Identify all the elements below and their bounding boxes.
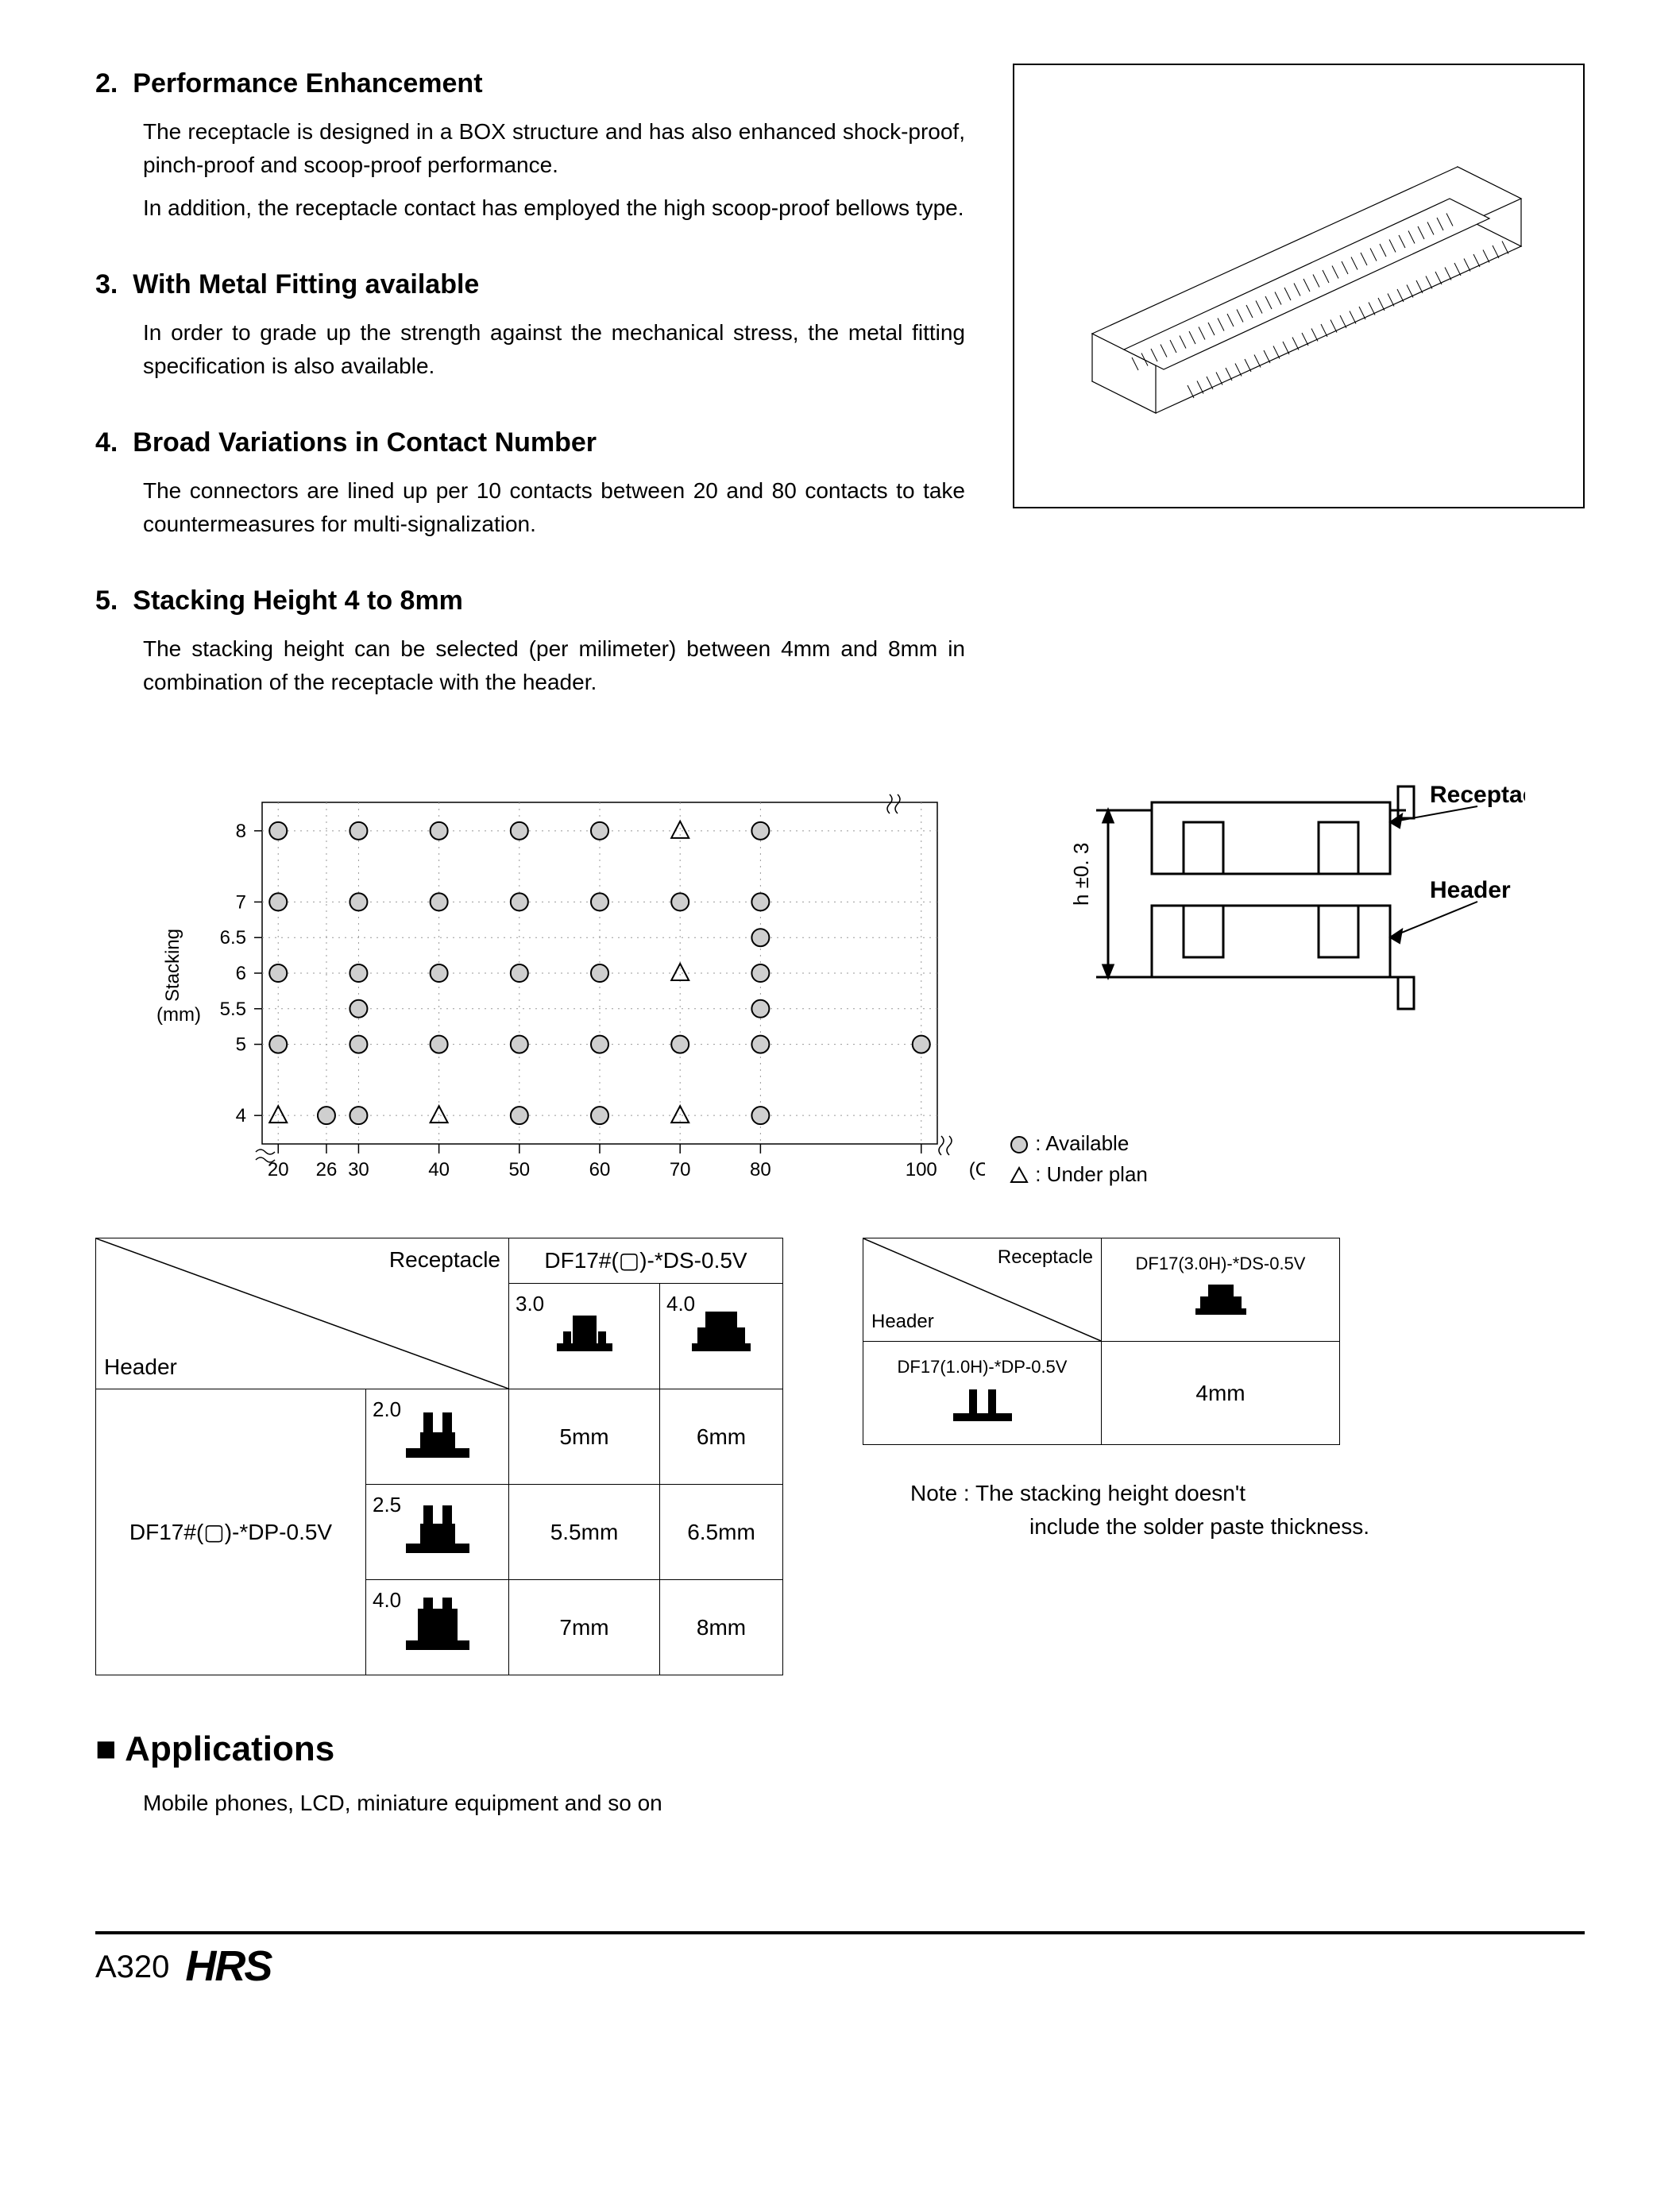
svg-text:(Contacts): (Contacts) bbox=[969, 1159, 985, 1180]
applications-heading: ■ Applications bbox=[95, 1723, 1585, 1775]
table1-r2-dim: 4.0 bbox=[373, 1585, 401, 1616]
stacking-scatter: 4 5 5.5 6 6.5 7 8 20 26 30 40 50 60 70 80 100 Stacking(m… bbox=[143, 771, 985, 1231]
profile-diagram: h ±0. 3 Receptacle Header bbox=[1033, 771, 1525, 1050]
legend-available: : Available bbox=[1035, 1131, 1129, 1155]
section-2-para-2: In addition, the receptacle contact has … bbox=[143, 191, 965, 225]
svg-text:5.5: 5.5 bbox=[220, 999, 246, 1020]
svg-text:100: 100 bbox=[906, 1159, 937, 1180]
page-footer: A320 HRS bbox=[95, 1931, 1585, 1999]
section-3: 3. With Metal Fitting available In order… bbox=[95, 265, 965, 383]
header-icon-25 bbox=[398, 1496, 477, 1559]
svg-text:8: 8 bbox=[236, 821, 246, 842]
header-icon-10h bbox=[947, 1380, 1018, 1424]
table1-r1-dim: 2.5 bbox=[373, 1490, 401, 1520]
page-number: A320 bbox=[95, 1943, 169, 1991]
header-label: Header bbox=[1430, 877, 1511, 903]
table1-col-a-dim: 3.0 bbox=[516, 1289, 544, 1320]
svg-text:50: 50 bbox=[508, 1159, 530, 1180]
section-5: 5. Stacking Height 4 to 8mm The stacking… bbox=[95, 581, 965, 699]
receptacle-label: Receptacle bbox=[1430, 782, 1525, 808]
section-5-title: 5. Stacking Height 4 to 8mm bbox=[95, 581, 965, 621]
connector-illustration bbox=[1013, 64, 1585, 508]
table1-r1-a: 5.5mm bbox=[509, 1485, 660, 1580]
legend-under-plan: : Under plan bbox=[1035, 1162, 1148, 1186]
table2-cell: 4mm bbox=[1102, 1342, 1340, 1445]
table1-r2-a: 7mm bbox=[509, 1580, 660, 1675]
table1-col-header: DF17#(▢)-*DS-0.5V bbox=[509, 1238, 783, 1284]
svg-text:6: 6 bbox=[236, 963, 246, 984]
table2-row-header: DF17(1.0H)-*DP-0.5V bbox=[863, 1354, 1101, 1380]
svg-text:Stacking: Stacking bbox=[162, 929, 183, 1002]
stacking-table-2: Receptacle Header DF17(3.0H)-*DS-0.5V DF… bbox=[863, 1238, 1340, 1445]
receptacle-icon-40 bbox=[686, 1304, 757, 1359]
table1-r0-b: 6mm bbox=[660, 1389, 783, 1485]
section-4-para-1: The connectors are lined up per 10 conta… bbox=[143, 474, 965, 541]
table2-col-header: DF17(3.0H)-*DS-0.5V bbox=[1102, 1250, 1339, 1277]
svg-text:30: 30 bbox=[348, 1159, 369, 1180]
table1-r1-b: 6.5mm bbox=[660, 1485, 783, 1580]
table1-col-b-dim: 4.0 bbox=[666, 1289, 695, 1320]
table1-row-label: DF17#(▢)-*DP-0.5V bbox=[96, 1389, 366, 1675]
svg-text:40: 40 bbox=[428, 1159, 450, 1180]
chart-legend: : Available : Under plan bbox=[1009, 1128, 1585, 1190]
table1-r2-b: 8mm bbox=[660, 1580, 783, 1675]
table1-receptacle-label: Receptacle bbox=[389, 1243, 500, 1277]
section-3-title: 3. With Metal Fitting available bbox=[95, 265, 965, 305]
section-5-para-1: The stacking height can be selected (per… bbox=[143, 632, 965, 699]
svg-text:6.5: 6.5 bbox=[220, 927, 246, 949]
note: Note : The stacking height doesn't inclu… bbox=[910, 1477, 1369, 1544]
svg-text:60: 60 bbox=[589, 1159, 611, 1180]
section-3-para-1: In order to grade up the strength agains… bbox=[143, 316, 965, 383]
section-4-title: 4. Broad Variations in Contact Number bbox=[95, 423, 965, 463]
table1-r0-a: 5mm bbox=[509, 1389, 660, 1485]
header-icon-20 bbox=[398, 1401, 477, 1464]
stacking-table-1: Receptacle Header DF17#(▢)-*DS-0.5V 3.0 … bbox=[95, 1238, 783, 1675]
receptacle-icon-30 bbox=[549, 1304, 620, 1359]
note-line2: include the solder paste thickness. bbox=[1029, 1510, 1369, 1544]
section-4: 4. Broad Variations in Contact Number Th… bbox=[95, 423, 965, 541]
header-icon-40 bbox=[398, 1591, 477, 1655]
profile-svg: h ±0. 3 Receptacle Header bbox=[1033, 779, 1525, 1041]
connector-svg bbox=[1045, 119, 1553, 453]
receptacle-icon-30h bbox=[1189, 1277, 1253, 1320]
dim-h-label: h ±0. 3 bbox=[1069, 843, 1093, 906]
stacking-chart: 4 5 5.5 6 6.5 7 8 20 26 30 40 50 60 70 80 100 Stacking(m… bbox=[143, 771, 985, 1231]
svg-text:70: 70 bbox=[670, 1159, 691, 1180]
svg-text:4: 4 bbox=[236, 1105, 246, 1126]
svg-text:5: 5 bbox=[236, 1034, 246, 1056]
section-2: 2. Performance Enhancement The receptacl… bbox=[95, 64, 965, 225]
svg-text:20: 20 bbox=[268, 1159, 289, 1180]
applications-section: ■ Applications Mobile phones, LCD, minia… bbox=[95, 1723, 1585, 1820]
hrs-logo: HRS bbox=[185, 1934, 271, 1999]
table1-header-label: Header bbox=[104, 1350, 177, 1384]
svg-text:(mm): (mm) bbox=[156, 1004, 201, 1026]
note-line1: Note : The stacking height doesn't bbox=[910, 1477, 1369, 1510]
svg-text:7: 7 bbox=[236, 891, 246, 913]
table2-receptacle-label: Receptacle bbox=[998, 1243, 1093, 1272]
section-2-para-1: The receptacle is designed in a BOX stru… bbox=[143, 115, 965, 182]
table2-header-label: Header bbox=[871, 1308, 934, 1336]
table1-r0-dim: 2.0 bbox=[373, 1394, 401, 1425]
applications-body: Mobile phones, LCD, miniature equipment … bbox=[143, 1787, 1585, 1820]
svg-text:26: 26 bbox=[316, 1159, 338, 1180]
svg-text:80: 80 bbox=[750, 1159, 771, 1180]
section-2-title: 2. Performance Enhancement bbox=[95, 64, 965, 104]
